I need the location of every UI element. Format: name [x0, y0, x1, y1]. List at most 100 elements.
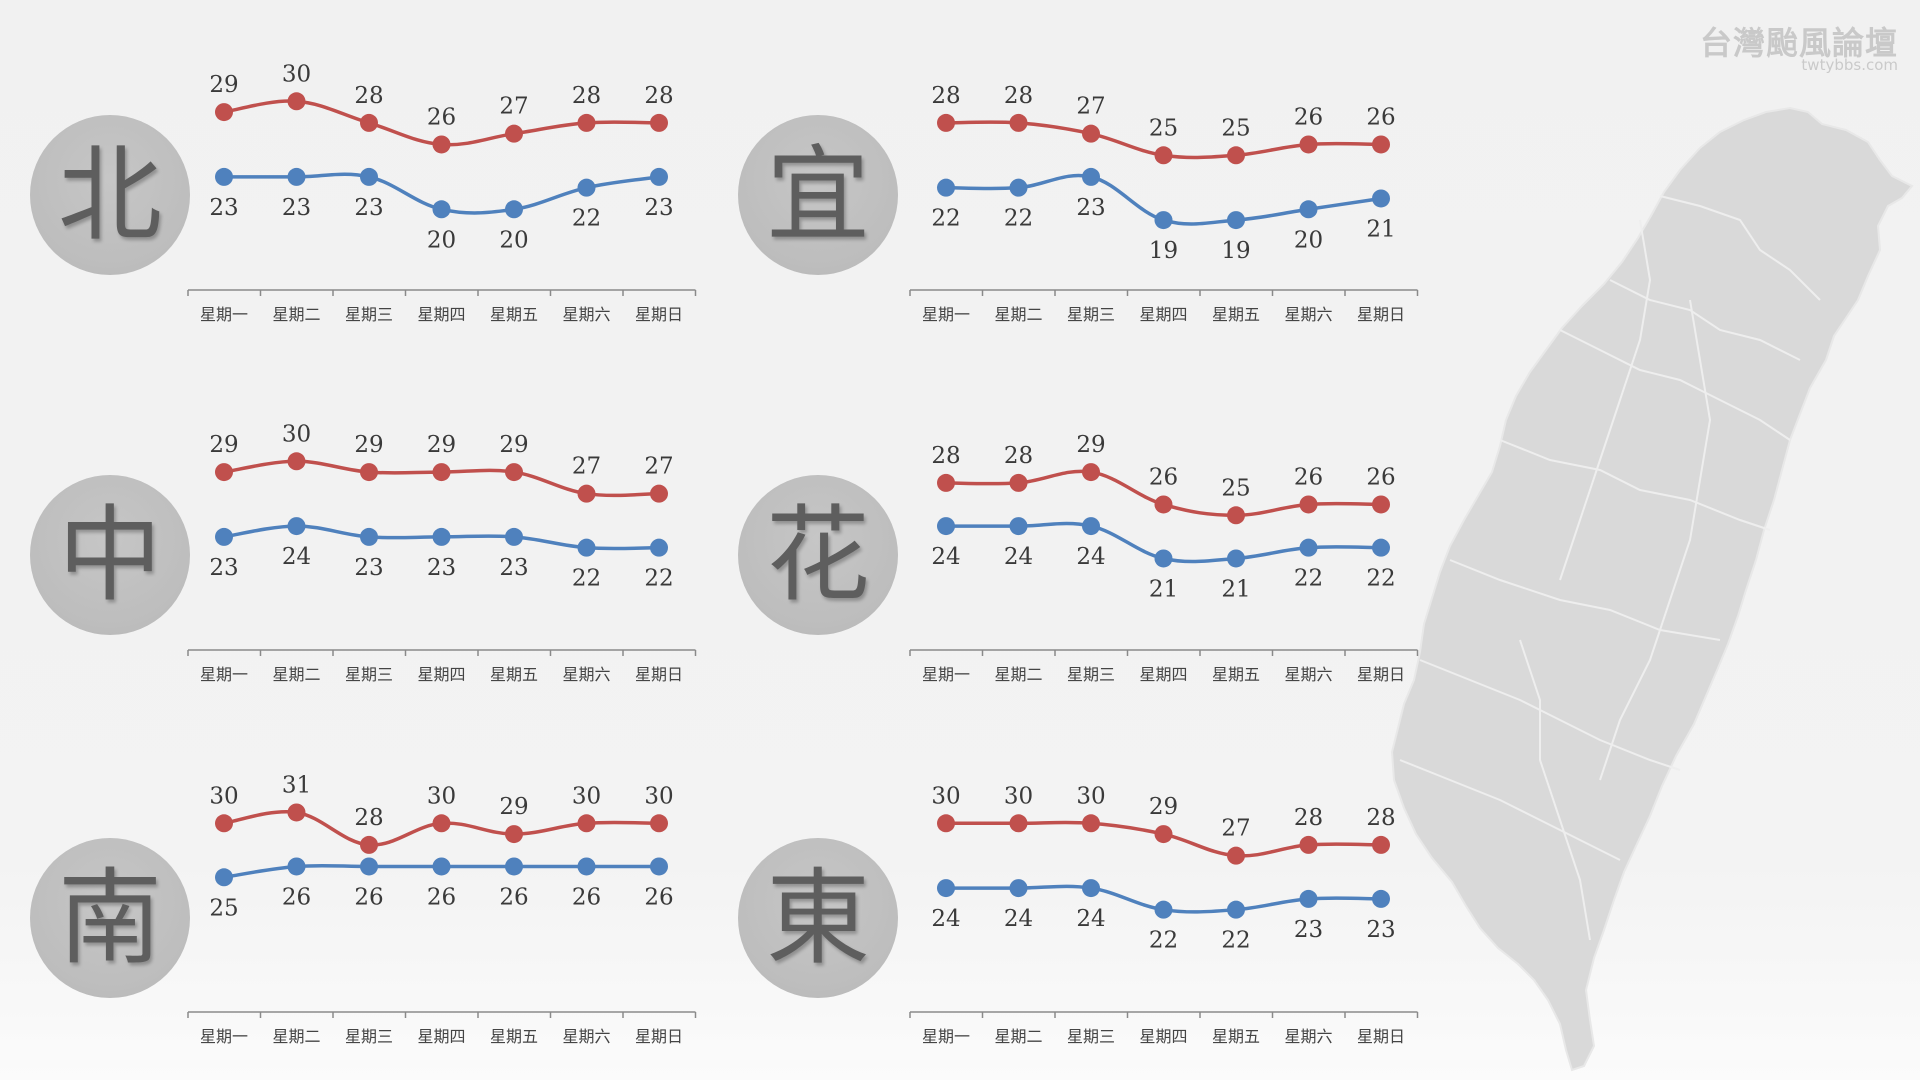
low-temp-label: 20: [427, 227, 456, 253]
high-temp-point: [505, 124, 523, 143]
x-tick-label: 星期六: [562, 1027, 610, 1046]
brand-watermark: 台灣颱風論壇 twtybbs.com: [1700, 26, 1898, 73]
low-temp-label: 21: [1149, 576, 1178, 602]
x-tick-label: 星期五: [490, 1027, 538, 1046]
x-tick-label: 星期二: [272, 665, 320, 684]
x-tick-label: 星期日: [1357, 305, 1405, 324]
low-temp-label: 23: [427, 555, 456, 581]
high-temp-point: [1227, 846, 1245, 865]
low-temp-label: 22: [1366, 566, 1395, 592]
region-badge: 東: [738, 838, 898, 998]
high-temp-point: [432, 814, 451, 833]
x-tick-label: 星期三: [1067, 1027, 1115, 1046]
low-temp-point: [1372, 889, 1390, 908]
high-temp-point: [1299, 495, 1318, 514]
high-temp-label: 30: [209, 783, 238, 809]
x-tick-label: 星期五: [1212, 305, 1260, 324]
high-temp-point: [1372, 835, 1390, 854]
high-temp-label: 28: [572, 83, 601, 109]
high-temp-point: [937, 473, 955, 492]
low-temp-point: [577, 178, 596, 197]
x-tick-label: 星期三: [1067, 305, 1115, 324]
low-temp-label: 23: [499, 555, 528, 581]
high-temp-point: [360, 463, 378, 482]
low-temp-point: [287, 857, 306, 876]
high-temp-point: [1227, 506, 1245, 525]
low-temp-label: 26: [499, 884, 528, 910]
low-temp-label: 26: [427, 884, 456, 910]
x-tick-label: 星期六: [1284, 1027, 1332, 1046]
x-tick-label: 星期二: [272, 1027, 320, 1046]
low-temp-point: [1372, 189, 1390, 208]
high-temp-label: 26: [427, 104, 456, 130]
low-temp-point: [1299, 200, 1318, 219]
high-temp-label: 31: [282, 772, 311, 798]
high-temp-label: 26: [1294, 464, 1323, 490]
high-temp-label: 30: [427, 783, 456, 809]
high-temp-label: 29: [427, 432, 456, 458]
low-temp-point: [432, 857, 451, 876]
low-temp-point: [1082, 879, 1100, 898]
low-temp-label: 20: [499, 227, 528, 253]
x-tick-label: 星期二: [994, 1027, 1042, 1046]
low-temp-label: 24: [931, 544, 960, 570]
high-temp-point: [1154, 825, 1173, 844]
high-temp-point: [215, 814, 233, 833]
low-temp-point: [650, 538, 668, 557]
low-temp-label: 22: [1149, 928, 1178, 954]
high-temp-label: 30: [572, 783, 601, 809]
x-tick-label: 星期日: [635, 1027, 683, 1046]
high-temp-label: 29: [1149, 794, 1178, 820]
x-tick-label: 星期一: [200, 665, 248, 684]
high-temp-label: 27: [499, 94, 528, 120]
low-temp-point: [1154, 900, 1173, 919]
high-temp-label: 28: [931, 443, 960, 469]
high-temp-label: 30: [282, 421, 311, 447]
low-temp-label: 23: [209, 555, 238, 581]
x-tick-label: 星期四: [417, 1027, 465, 1046]
low-temp-point: [650, 857, 668, 876]
high-temp-label: 30: [1004, 783, 1033, 809]
low-temp-label: 24: [1076, 544, 1105, 570]
low-temp-point: [1009, 879, 1028, 898]
low-temp-point: [1082, 517, 1100, 536]
temperature-chart-south: 星期一 星期二 星期三 星期四 星期五 星期六 星期日 30 31 28 30 29 30 30 25 26 2…: [187, 772, 697, 1046]
high-temp-point: [1227, 146, 1245, 165]
high-temp-point: [287, 92, 306, 111]
temperature-chart-central: 星期一 星期二 星期三 星期四 星期五 星期六 星期日 29 30 29 29 29 27 27 23 24 2…: [187, 421, 697, 684]
low-temp-point: [937, 178, 955, 197]
low-temp-label: 22: [644, 566, 673, 592]
low-temp-label: 26: [354, 884, 383, 910]
low-temp-point: [577, 538, 596, 557]
low-temp-label: 24: [1076, 906, 1105, 932]
low-temp-point: [1009, 178, 1028, 197]
high-temp-label: 28: [644, 83, 673, 109]
low-temp-point: [1299, 889, 1318, 908]
high-temp-label: 27: [1221, 816, 1250, 842]
x-tick-label: 星期日: [635, 665, 683, 684]
high-temp-label: 30: [282, 61, 311, 87]
low-temp-point: [1154, 549, 1173, 568]
x-tick-label: 星期一: [922, 305, 970, 324]
low-temp-label: 26: [644, 884, 673, 910]
temperature-chart-east: 星期一 星期二 星期三 星期四 星期五 星期六 星期日 30 30 30 29 27 28 28 24 24 2…: [909, 783, 1419, 1046]
low-temp-point: [360, 167, 378, 186]
high-temp-label: 28: [1366, 805, 1395, 831]
low-temp-point: [432, 527, 451, 546]
low-temp-point: [1372, 538, 1390, 557]
high-temp-point: [1082, 463, 1100, 482]
high-temp-label: 29: [209, 72, 238, 98]
x-tick-label: 星期日: [1357, 1027, 1405, 1046]
region-badge: 花: [738, 475, 898, 635]
high-temp-label: 27: [644, 454, 673, 480]
x-tick-label: 星期二: [272, 305, 320, 324]
high-temp-point: [360, 835, 378, 854]
x-tick-label: 星期日: [1357, 665, 1405, 684]
low-temp-point: [505, 857, 523, 876]
low-temp-label: 23: [1366, 917, 1395, 943]
high-temp-label: 29: [499, 794, 528, 820]
low-temp-point: [1227, 211, 1245, 230]
x-tick-label: 星期一: [200, 305, 248, 324]
high-temp-label: 26: [1366, 104, 1395, 130]
